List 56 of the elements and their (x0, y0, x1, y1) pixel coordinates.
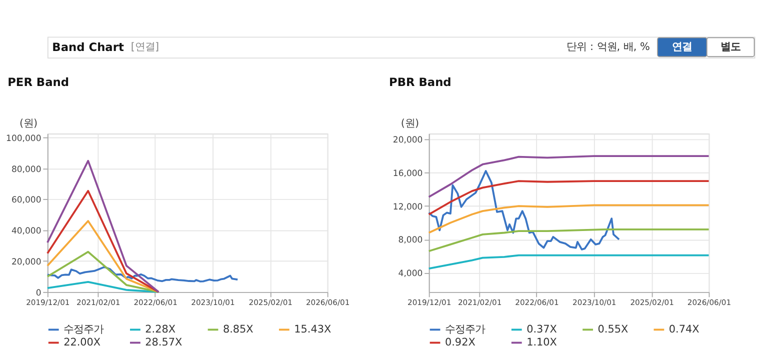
x-tick-label: 2023/10/01 (191, 298, 235, 307)
line-series (428, 228, 710, 252)
text: 단위 : 억원, 배, % (566, 41, 650, 54)
y-tick-label: 60,000 (11, 196, 42, 206)
legend-label: 수정주가 (64, 324, 104, 336)
y-tick-label: 0 (36, 288, 42, 298)
x-tick-label: 2025/02/01 (248, 298, 293, 307)
line-series (428, 204, 710, 234)
legend-label: 0.74X (668, 324, 700, 336)
line-series (46, 160, 160, 293)
line-series (428, 180, 710, 216)
legend-label: 2.28X (145, 324, 176, 336)
y-tick-label: 40,000 (11, 226, 42, 237)
x-tick-label: 2019/12/01 (407, 298, 452, 307)
line-series (428, 155, 710, 198)
text: 연결 (672, 41, 692, 54)
line-series (428, 254, 710, 270)
y-tick-label: 16,000 (392, 169, 423, 180)
chart-title: PER Band (8, 75, 70, 90)
x-tick-label: 2022/06/01 (134, 298, 178, 307)
y-tick-label: 4,000 (398, 269, 423, 280)
legend-label: 28.57X (145, 336, 182, 349)
legend-label: 1.10X (526, 336, 557, 349)
line-series (46, 220, 160, 293)
y-axis-title: (원) (400, 117, 420, 130)
line-series (46, 280, 160, 293)
legend-label: 8.85X (222, 324, 254, 336)
x-tick-label: 2021/02/01 (76, 298, 120, 307)
legend-label: 수정주가 (444, 324, 485, 336)
legend-label: 0.92X (444, 336, 476, 349)
line-series (46, 190, 160, 293)
x-tick-label: 2019/12/01 (26, 298, 70, 307)
y-tick-label: 20,000 (392, 136, 423, 146)
text: [연결] (130, 41, 160, 54)
text: 별도 (720, 41, 741, 54)
text: Band Chart (52, 40, 124, 54)
y-tick-label: 100,000 (6, 134, 42, 144)
x-tick-label: 2026/06/01 (306, 298, 350, 307)
y-axis-title: (원) (19, 117, 38, 130)
y-tick-label: 12,000 (392, 202, 423, 212)
legend-label: 15.43X (294, 324, 332, 336)
x-tick-label: 2025/02/01 (630, 298, 674, 307)
legend-label: 22.00X (64, 336, 101, 349)
legend-label: 0.37X (526, 324, 557, 336)
y-tick-label: 80,000 (11, 164, 42, 175)
line-series (46, 250, 160, 293)
x-tick-label: 2023/10/01 (572, 298, 616, 307)
x-tick-label: 2022/06/01 (515, 298, 559, 307)
x-tick-label: 2021/02/01 (458, 298, 502, 307)
line-series (428, 170, 620, 250)
chart-title: PBR Band (389, 75, 452, 90)
legend-label: 0.55X (598, 324, 628, 336)
line-series (46, 266, 239, 282)
y-tick-label: 8,000 (398, 236, 423, 246)
x-tick-label: 2026/06/01 (687, 298, 732, 307)
y-tick-label: 20,000 (11, 257, 42, 268)
